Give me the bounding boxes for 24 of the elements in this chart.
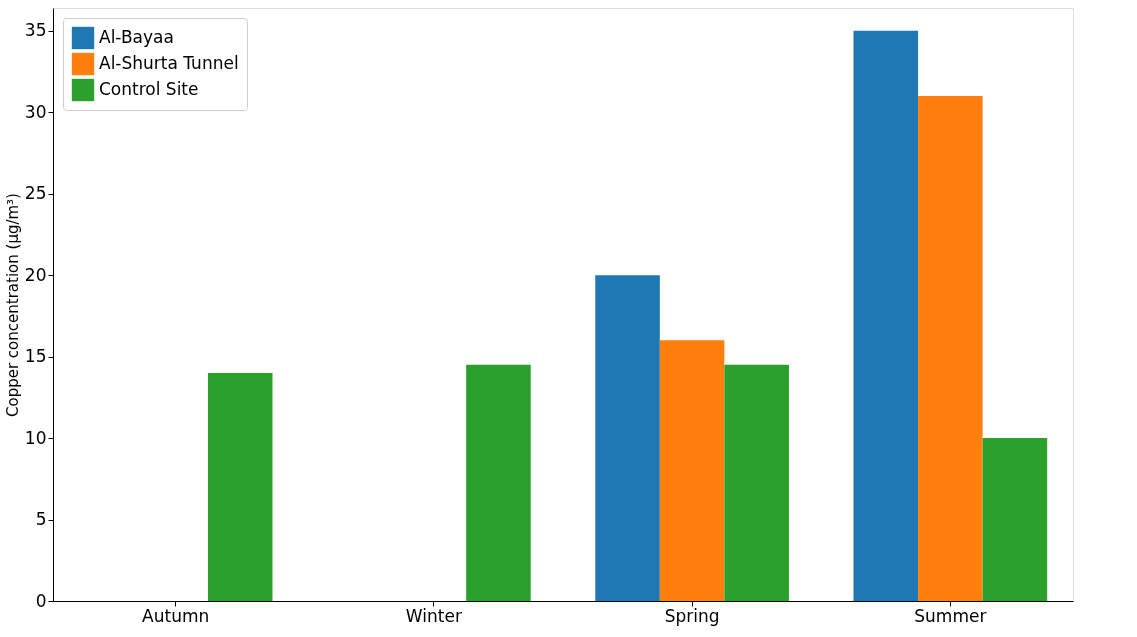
bar (918, 95, 983, 601)
y-tick-label: 35 (24, 20, 47, 41)
bar (466, 364, 531, 601)
y-tick-label: 5 (35, 509, 47, 530)
bar (853, 30, 919, 601)
x-tick-label: Winter (405, 605, 462, 626)
bar (595, 275, 660, 601)
y-tick-label: 15 (24, 346, 47, 367)
y-tick-label: 10 (24, 427, 47, 448)
legend-label: Al-Bayaa (99, 27, 174, 47)
legend-label: Control Site (99, 79, 199, 99)
x-tick-label: Spring (664, 605, 720, 626)
y-tick-label: 25 (24, 183, 47, 204)
y-axis-title: Copper concentration (µg/m³) (3, 193, 22, 417)
bar (659, 340, 725, 601)
y-tick-label: 20 (24, 264, 47, 285)
x-tick-label: Summer (914, 605, 987, 626)
x-tick-label: Autumn (142, 605, 210, 626)
bar (982, 438, 1048, 601)
bar (724, 364, 789, 601)
bar (207, 372, 273, 601)
y-tick-label: 30 (24, 101, 47, 122)
y-tick-label: 0 (35, 590, 47, 611)
legend-label: Al-Shurta Tunnel (99, 53, 239, 73)
